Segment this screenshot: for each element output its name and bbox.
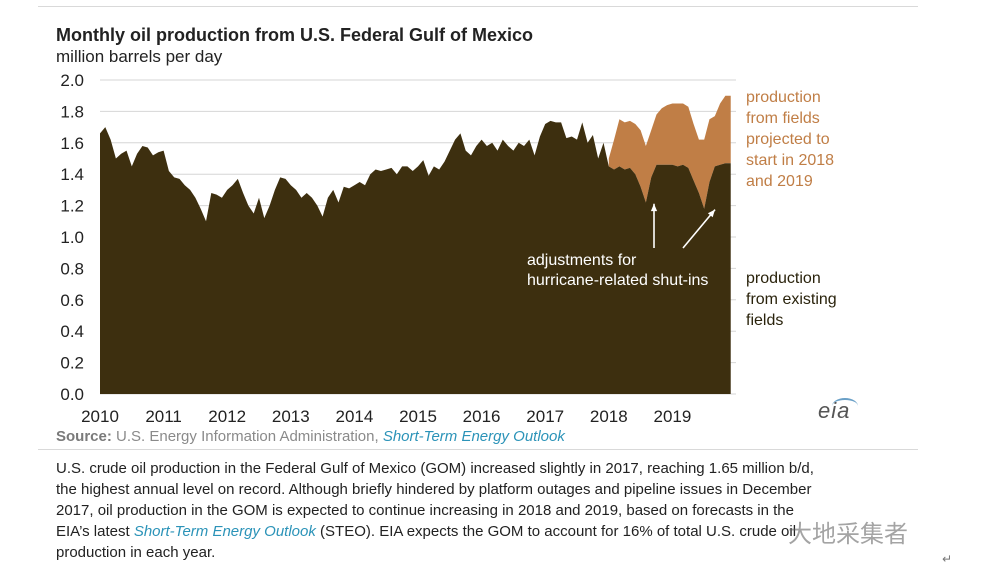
chart-title: Monthly oil production from U.S. Federal… [56,25,534,45]
x-tick-label: 2014 [335,407,373,426]
y-tick-label: 0.0 [60,385,84,404]
legend-label-existing: production [746,270,821,287]
caption-line-3: 2017, oil production in the GOM is expec… [56,502,794,519]
caption-line-5: production in each year. [56,544,216,561]
y-tick-label: 1.2 [60,197,84,216]
caption-steo-link[interactable]: Short-Term Energy Outlook [133,523,316,540]
y-tick-label: 1.8 [60,102,84,121]
annotation-arrow-line [682,209,716,249]
top-rule [38,6,918,7]
y-tick-label: 0.4 [60,322,84,341]
x-tick-label: 2016 [463,407,501,426]
y-tick-label: 0.8 [60,259,84,278]
legend-label-projected: production [746,89,821,106]
area-existing-fields [100,120,731,394]
source-label: Source: [56,428,112,445]
x-tick-label: 2012 [208,407,246,426]
legend-label-projected: start in 2018 [746,152,834,169]
source-line: Source: U.S. Energy Information Administ… [56,428,565,445]
x-tick-label: 2018 [590,407,628,426]
legend-label-projected: projected to [746,131,830,148]
x-tick-label: 2011 [145,407,182,426]
annotation-text: hurricane-related shut-ins [527,272,708,289]
y-tick-label: 1.0 [60,228,84,247]
caption-line-4: EIA’s latest Short-Term Energy Outlook (… [56,521,936,542]
paragraph-mark: ↵ [942,552,953,566]
y-tick-label: 0.2 [60,354,84,373]
legend-label-projected: and 2019 [746,173,813,190]
x-tick-label: 2019 [653,407,691,426]
x-tick-label: 2013 [272,407,310,426]
area-projected-fields [608,95,731,209]
eia-logo-arc [832,398,858,414]
caption-divider [38,449,918,450]
caption-line-4-pre: EIA’s latest [56,523,130,540]
annotation-arrow-head [650,203,658,212]
legend-label-projected: from fields [746,110,820,127]
annotation-text: adjustments for [527,252,637,269]
chart-subtitle: million barrels per day [56,47,223,66]
source-text: U.S. Energy Information Administration, [116,428,379,445]
source-link[interactable]: Short-Term Energy Outlook [382,428,565,445]
x-tick-label: 2010 [81,407,119,426]
watermark: 大地采集者 [788,521,908,548]
chart-svg: 0.0 0.2 0.4 0.6 0.8 1.0 1.2 1.4 1.6 1.8 2.0 2010 201… [60,71,837,426]
x-tick-label: 2015 [399,407,437,426]
y-tick-label: 1.4 [60,165,84,184]
y-tick-label: 1.6 [60,134,84,153]
caption-line-1: U.S. crude oil production in the Federal… [56,460,814,477]
x-tick-label: 2017 [526,407,564,426]
y-tick-label: 0.6 [60,291,84,310]
caption: U.S. crude oil production in the Federal… [56,458,936,563]
caption-line-4-post: (STEO). EIA expects the GOM to account f… [320,523,797,540]
caption-line-2: the highest annual level on record. Alth… [56,481,812,498]
legend-label-existing: from existing [746,291,837,308]
legend-label-existing: fields [746,312,783,329]
annotation-arrow-head [707,209,715,218]
y-tick-label: 2.0 [60,71,84,90]
eia-logo: eia [818,398,851,423]
